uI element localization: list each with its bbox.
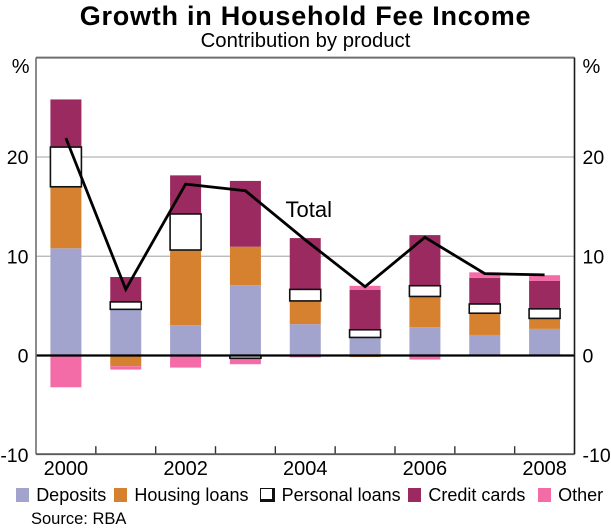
bar-segment-2002-credit-cards [170,175,202,214]
total-line-label: Total [286,197,332,222]
bar-segment-2007-deposits [469,334,501,356]
bar-segment-2001-other [110,366,142,370]
bar-segment-2005-deposits [349,337,381,356]
legend-item-personal-loans: Personal loans [260,485,401,505]
x-tick-label-2000: 2000 [44,458,89,480]
bar-segment-2001-housing-loans [110,355,142,367]
bar-segment-2007-other [469,272,501,278]
bar-segment-2005-personal-loans-outline [348,328,382,339]
bar-segment-2001-personal-loans-outline [109,301,143,311]
legend-label-credit-cards: Credit cards [428,485,526,505]
total-line [64,137,545,293]
plot-area: -10 -10 0 0 10 10 20 20% % 2000 2002 2004 2006 2008 To… [0,56,611,480]
bar-segment-2008-housing-loans [529,318,561,329]
bar-segment-2004-deposits [289,324,321,356]
chart-title: Growth in Household Fee Income [79,1,532,31]
legend-label-housing-loans: Housing loans [134,485,249,505]
bar-segment-2004-housing-loans [289,300,321,325]
bar-segment-2002-other [170,355,202,368]
bar-segment-2000-deposits [50,248,82,356]
legend-label-personal-loans: Personal loans [281,485,401,505]
bar-segment-2006-deposits [409,327,441,356]
chart-subtitle: Contribution by product [200,29,411,52]
bar-segment-2008-deposits [529,328,561,356]
bar-segment-2006-housing-loans [409,296,441,328]
legend-swatch-credit-cards [408,488,422,502]
bar-segment-2003-personal-loans [229,355,261,359]
bar-segment-2002-deposits [170,325,202,356]
bar-segment-2003-housing-loans [229,246,261,286]
legend-item-housing-loans: Housing loans [114,485,249,505]
bar-segment-2008-personal-loans-outline [528,308,561,320]
bar-segment-2007-personal-loans-outline [468,303,502,315]
bar-segment-2007-housing-loans [469,313,501,335]
x-tick-label-2008: 2008 [522,458,567,480]
legend-item-other: Other [537,485,604,505]
y-tick-label-left-20: 20 [7,147,29,169]
y-tick-label-left-10: 10 [7,246,29,268]
bar-segment-2000-other [50,355,82,388]
x-tick-label-2004: 2004 [283,458,328,480]
legend-item-deposits: Deposits [15,485,107,505]
bar-segment-2008-credit-cards [529,280,561,309]
bar-segment-2001-personal-loans [110,301,142,310]
bar-segment-2003-deposits [229,285,261,356]
y-axis-unit-left: % [12,56,30,78]
y-tick-label-right-10: 10 [583,246,605,268]
bar-segment-2005-credit-cards [349,289,381,330]
legend-swatch-deposits [15,488,30,502]
bar-segment-2005-personal-loans [349,329,381,338]
bar-segment-2004-personal-loans-outline [288,288,322,302]
bar-segment-2002-personal-loans [170,213,202,250]
y-tick-label-right-0: 0 [583,346,594,368]
bar-segment-2002-housing-loans [170,249,202,326]
y-axis-unit-right: % [583,56,601,78]
bar-segment-2002-personal-loans-outline [169,213,202,251]
y-tick-label-left--10: -10 [0,445,28,467]
legend-item-credit-cards: Credit cards [408,485,526,505]
legend-swatch-personal-loans [260,487,275,503]
bar-segment-2006-personal-loans [409,285,441,297]
y-tick-label-right--10: -10 [583,445,611,467]
bar-segment-2003-other [229,358,261,365]
bar-segment-2004-personal-loans [289,289,321,301]
x-tick-label-2002: 2002 [163,458,208,480]
bar-segment-2007-personal-loans [469,303,501,314]
legend-swatch-other [537,488,552,502]
bar-segment-2006-personal-loans-outline [408,284,442,298]
y-tick-label-left-0: 0 [18,346,29,368]
bar-segment-2001-deposits [110,309,142,356]
bar-segment-2008-personal-loans [529,308,561,319]
bar-segment-2004-credit-cards [289,238,321,290]
bar-segment-2007-credit-cards [469,277,501,304]
bar-segment-2008-other [529,275,561,281]
source-note: Source: RBA [31,509,127,528]
bar-segment-2000-housing-loans [50,186,82,249]
x-tick-label-2006: 2006 [403,458,448,480]
legend-swatch-housing-loans [114,488,128,502]
bar-segment-2000-personal-loans-outline [49,146,83,188]
y-tick-label-right-20: 20 [583,147,605,169]
legend-label-other: Other [558,485,604,505]
bar-segment-2006-other [409,355,441,360]
legend-label-deposits: Deposits [36,485,107,505]
